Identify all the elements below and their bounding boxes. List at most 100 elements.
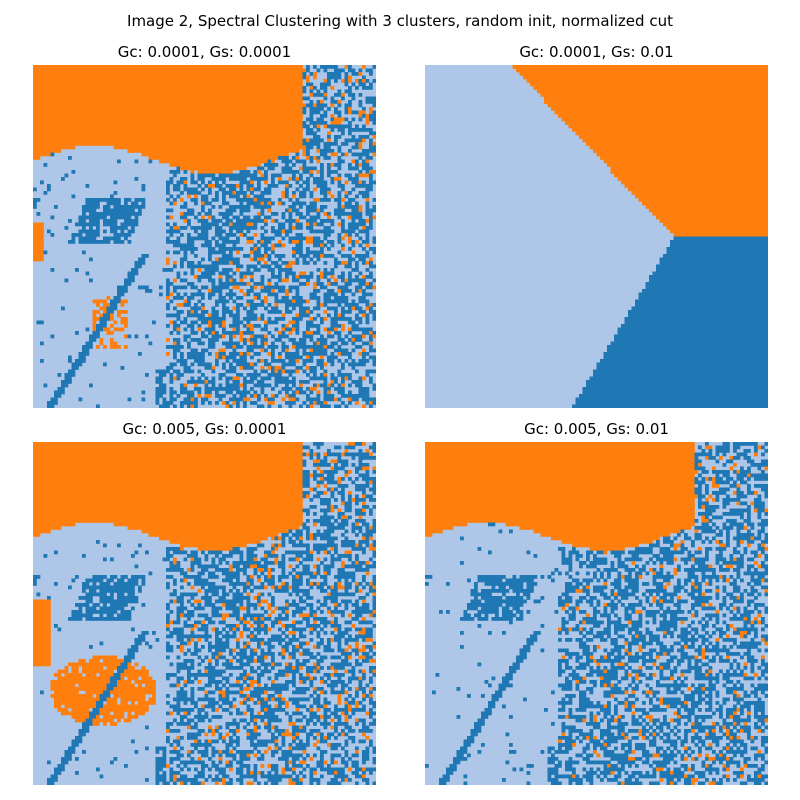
heatmap-cell (236, 131, 240, 136)
heatmap-cell (362, 376, 366, 381)
heatmap-cell (285, 383, 289, 388)
heatmap-cell (201, 292, 205, 297)
heatmap-cell (351, 219, 356, 223)
heatmap-cell (355, 226, 359, 230)
heatmap-cell (211, 75, 216, 80)
heatmap-cell (316, 303, 321, 307)
heatmap-cell (78, 355, 83, 360)
heatmap-cell (117, 205, 121, 209)
heatmap-cell (274, 366, 279, 370)
heatmap-cell (271, 355, 275, 360)
heatmap-cell (180, 96, 184, 101)
heatmap-cell (89, 198, 93, 202)
heatmap-cell (211, 327, 216, 332)
heatmap-cell (355, 306, 359, 311)
heatmap-cell (166, 285, 170, 290)
heatmap-cell (180, 93, 184, 97)
heatmap-cell (208, 184, 212, 188)
heatmap-cell (257, 212, 261, 216)
heatmap-cell (271, 152, 275, 157)
heatmap-cell (190, 198, 195, 202)
heatmap-cell (334, 355, 338, 360)
heatmap-cell (250, 355, 254, 360)
heatmap-cell (57, 387, 62, 391)
heatmap-cell (148, 156, 153, 160)
heatmap-cell (229, 68, 233, 73)
heatmap-cell (82, 86, 86, 90)
heatmap-cell (131, 124, 135, 129)
heatmap-cell (253, 306, 258, 311)
heatmap-cell (313, 240, 317, 244)
heatmap-cell (85, 86, 90, 90)
heatmap-cell (327, 331, 331, 335)
heatmap-cell (372, 79, 376, 83)
heatmap-cell (173, 327, 177, 332)
heatmap-cell (246, 201, 251, 206)
heatmap-cell (194, 75, 198, 80)
heatmap-cell (236, 110, 240, 115)
heatmap-cell (327, 247, 331, 251)
heatmap-cell (323, 229, 328, 234)
heatmap-cell (68, 124, 72, 129)
heatmap-cell (96, 65, 100, 69)
heatmap-cell (190, 173, 195, 178)
heatmap-cell (372, 348, 376, 353)
heatmap-cell (110, 313, 114, 318)
heatmap-cell (204, 268, 209, 272)
heatmap-cell (166, 93, 170, 97)
heatmap-cell (54, 96, 58, 101)
heatmap-cell (369, 173, 373, 178)
heatmap-cell (320, 117, 324, 122)
heatmap-cell (176, 180, 181, 185)
heatmap-cell (341, 275, 345, 279)
heatmap-cell (309, 110, 314, 115)
heatmap-cell (218, 233, 223, 237)
heatmap-cell (78, 236, 83, 241)
heatmap-cell (253, 68, 258, 73)
heatmap-cell (309, 117, 314, 122)
heatmap-cell (320, 222, 324, 227)
heatmap-cell (239, 226, 244, 230)
heatmap-cell (285, 170, 289, 174)
heatmap-cell (218, 138, 223, 143)
heatmap-cell (201, 159, 205, 164)
heatmap-cell (92, 198, 97, 202)
heatmap-cell (194, 285, 198, 290)
heatmap-cell (369, 331, 373, 335)
heatmap-cell (246, 124, 251, 129)
heatmap-cell (285, 82, 289, 87)
heatmap-cell (334, 341, 338, 346)
heatmap-cell (337, 303, 342, 307)
heatmap-cell (71, 124, 76, 129)
heatmap-cell (341, 131, 345, 136)
heatmap-cell (274, 261, 279, 265)
heatmap-cell (215, 138, 219, 143)
heatmap-cell (236, 114, 240, 118)
heatmap-cell (61, 89, 65, 94)
heatmap-cell (106, 107, 111, 111)
heatmap-cell (271, 65, 275, 69)
heatmap-cell (229, 341, 233, 346)
heatmap-cell (264, 114, 268, 118)
heatmap-cell (131, 65, 135, 69)
heatmap-cell (313, 296, 317, 300)
heatmap-cell (257, 149, 261, 153)
heatmap-cell (232, 383, 237, 388)
heatmap-cell (365, 292, 370, 297)
heatmap-cell (43, 107, 48, 111)
heatmap-cell (155, 114, 160, 118)
heatmap-cell (124, 324, 128, 328)
heatmap-cell (82, 110, 86, 115)
heatmap-cell (78, 215, 83, 220)
heatmap-cell (372, 208, 376, 213)
heatmap-cell (201, 124, 205, 129)
heatmap-cell (320, 180, 324, 185)
heatmap-cell (288, 121, 293, 125)
heatmap-cell (365, 96, 370, 101)
heatmap-cell (89, 93, 93, 97)
heatmap-cell (285, 292, 289, 297)
heatmap-cell (117, 121, 121, 125)
heatmap-cell (341, 376, 345, 381)
heatmap-cell (257, 383, 261, 388)
heatmap-cell (47, 142, 51, 146)
